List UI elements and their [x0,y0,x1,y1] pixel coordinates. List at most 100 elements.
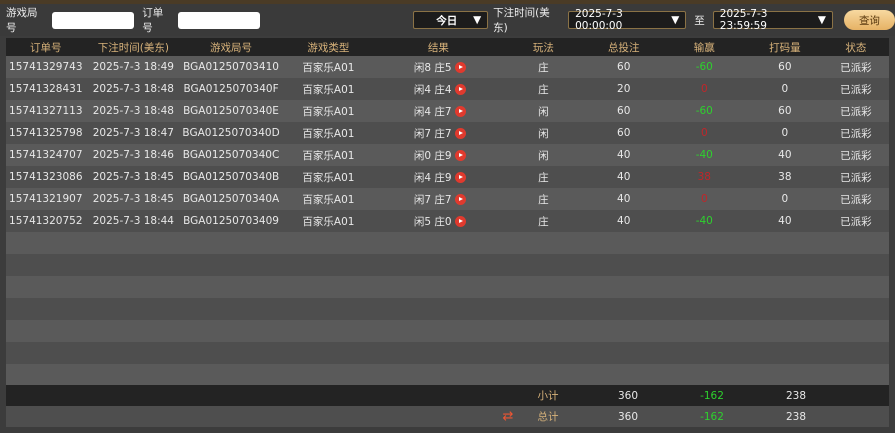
cell-text: 已派彩 [840,171,872,184]
cell-text: 40 [617,149,631,161]
cell-9: 已派彩 [822,144,889,166]
play-replay-icon[interactable] [454,84,466,95]
subtotal-label: 小计 [537,390,559,402]
subtotal-bet: 360 [617,389,639,402]
cell-1: 2025-7-3 18:47 [85,122,182,144]
subtotal-turnover: 238 [785,389,807,402]
cell-3: 百家乐A01 [280,56,376,78]
cell-text: 闲 [538,105,549,118]
cell-6: 60 [585,122,662,144]
cell-7: 0 [661,188,747,210]
cell-7: 38 [661,166,747,188]
cell-1: 2025-7-3 18:48 [85,78,182,100]
cell-text: 38 [697,171,711,183]
cell-text: 已派彩 [840,127,872,140]
empty-row [6,254,889,276]
cell-text: 闲 [538,149,549,162]
play-replay-icon[interactable] [454,62,466,73]
period-select[interactable]: 今日 ▼ [413,11,489,29]
cell-0: 15741325798 [6,122,86,144]
cell-text: 2025-7-3 18:46 [92,149,174,161]
cell-text: 2025-7-3 18:48 [92,83,174,95]
cell-3: 百家乐A01 [280,210,376,232]
query-button[interactable]: 查询 [843,10,895,30]
cell-9: 已派彩 [822,56,889,78]
column-header: 下注时间(美东) [85,38,182,56]
cell-text: 2025-7-3 18:47 [92,127,174,139]
cell-text: 0 [781,83,789,95]
play-replay-icon[interactable] [454,172,466,183]
column-header: 游戏局号 [181,38,281,56]
cell-0: 15741329743 [6,56,86,78]
cell-text: 闲5 庄0 [413,215,452,228]
cell-3: 百家乐A01 [280,122,376,144]
table-row: 15741328431 2025-7-3 18:48 BGA0125070340F 百… [6,78,889,100]
cell-5: 闲 [500,100,586,122]
cell-text: 庄 [538,215,549,228]
empty-row [6,364,889,386]
refresh-icon[interactable]: ⇄ [502,409,514,424]
cell-9: 已派彩 [822,122,889,144]
start-time-select[interactable]: 2025-7-3 00:00:00 ▼ [568,8,687,32]
bet-records-table: 订单号 下注时间(美东) 游戏局号 游戏类型 结果 玩法 总投注 输赢 打码量 状态 157413… [6,38,889,386]
cell-9: 已派彩 [822,166,889,188]
cell-text: BGA0125070340C [182,149,280,161]
cell-text: 40 [617,215,631,227]
cell-text: 已派彩 [840,83,872,96]
cell-4: 闲5 庄0 [375,210,501,232]
cell-3: 百家乐A01 [280,144,376,166]
play-replay-icon[interactable] [454,216,466,227]
cell-text: BGA0125070340E [183,105,279,117]
cell-3: 百家乐A01 [280,78,376,100]
cell-text: 2025-7-3 18:49 [92,61,174,73]
play-replay-icon[interactable] [454,194,466,205]
cell-6: 60 [585,56,662,78]
cell-text: 60 [617,61,631,73]
chevron-down-icon: ▼ [817,14,826,26]
cell-text: 15741327113 [9,105,83,117]
cell-6: 40 [585,188,662,210]
cell-text: 15741329743 [9,61,83,73]
game-no-input[interactable] [52,11,135,29]
cell-9: 已派彩 [822,100,889,122]
cell-text: 40 [778,215,792,227]
cell-text: 38 [778,171,792,183]
play-replay-icon[interactable] [454,106,466,117]
column-header: 打码量 [746,38,823,56]
cell-7: -40 [661,210,747,232]
total-row: ⇄ 总计 360 -162 238 [6,406,889,427]
cell-text: 2025-7-3 18:44 [92,215,174,227]
cell-0: 15741324707 [6,144,86,166]
cell-2: BGA0125070340F [181,78,281,100]
cell-5: 庄 [500,210,586,232]
play-replay-icon[interactable] [454,128,466,139]
cell-8: 0 [746,188,823,210]
cell-text: -60 [695,61,713,73]
cell-text: -40 [695,149,713,161]
cell-9: 已派彩 [822,210,889,232]
cell-4: 闲4 庄7 [375,100,501,122]
cell-5: 庄 [500,166,586,188]
order-no-input[interactable] [178,11,261,29]
cell-text: 闲0 庄9 [413,149,452,162]
column-header: 状态 [822,38,889,56]
play-replay-icon[interactable] [454,150,466,161]
cell-0: 15741323086 [6,166,86,188]
cell-0: 15741321907 [6,188,86,210]
cell-text: BGA0125070340D [182,127,280,139]
cell-text: 闲8 庄5 [413,61,452,74]
cell-6: 40 [585,210,662,232]
total-label: 总计 [537,411,559,423]
empty-row [6,232,889,254]
cell-text: -60 [695,105,713,117]
cell-5: 庄 [500,56,586,78]
empty-row [6,298,889,320]
cell-text: 百家乐A01 [302,171,355,184]
end-time-select[interactable]: 2025-7-3 23:59:59 ▼ [712,8,833,32]
column-header: 结果 [375,38,501,56]
cell-text: -40 [695,215,713,227]
order-no-label: 订单号 [142,7,164,34]
column-header: 玩法 [500,38,586,56]
cell-8: 0 [746,122,823,144]
top-bar [0,0,895,4]
